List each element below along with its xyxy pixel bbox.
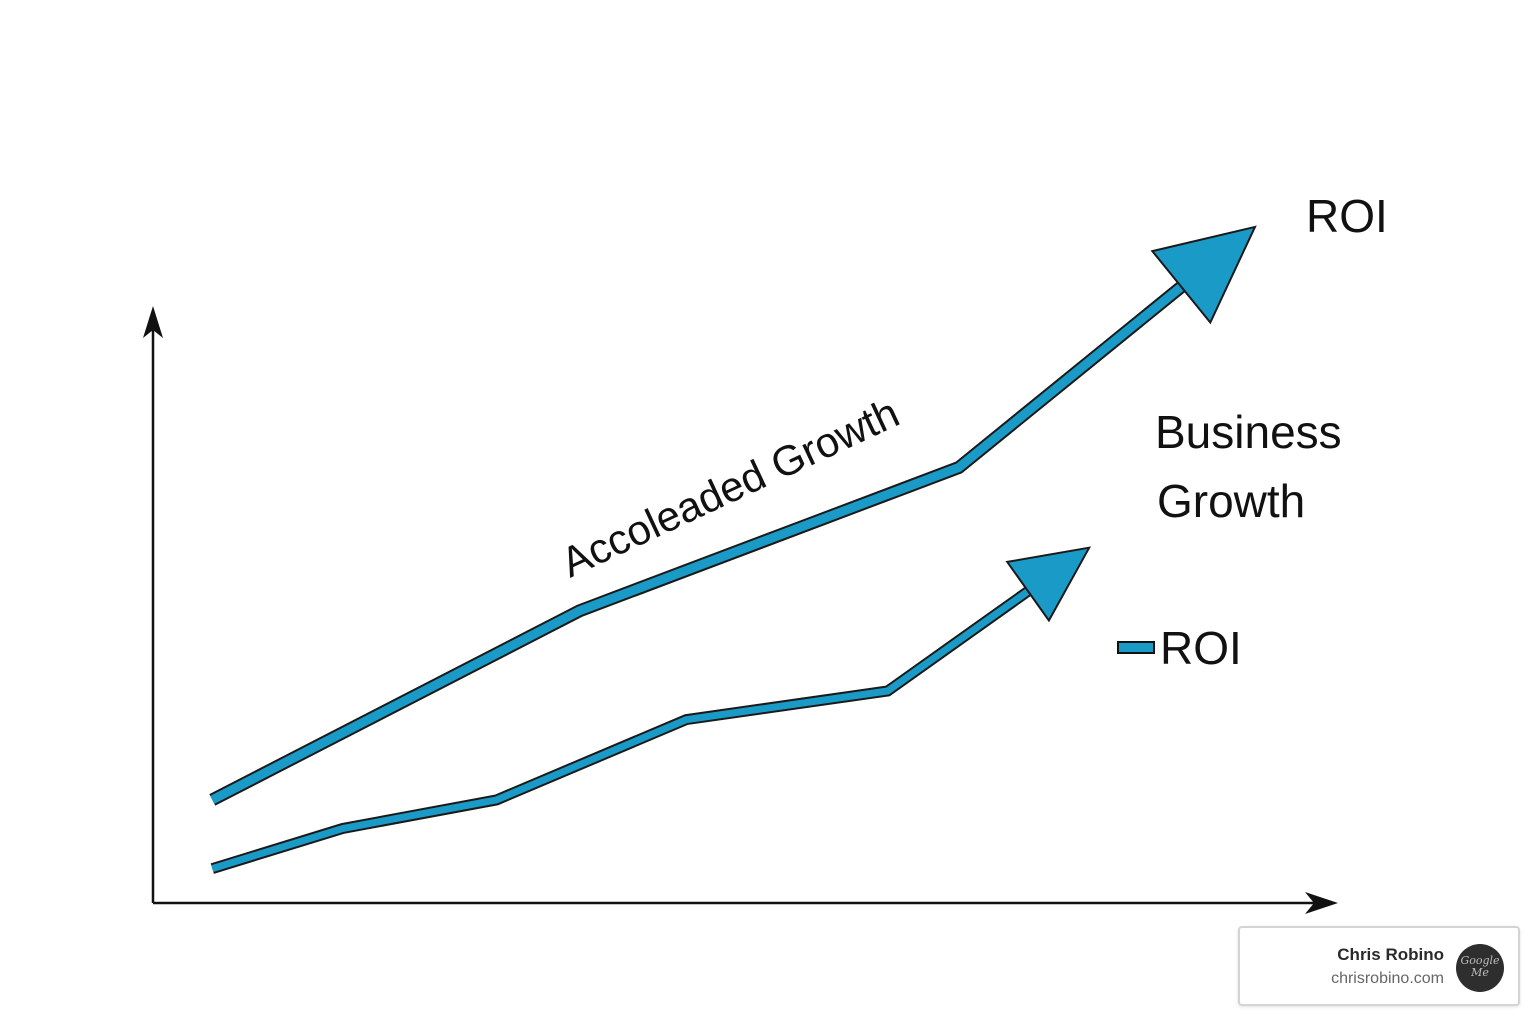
google-me-badge-icon: Google Me bbox=[1456, 944, 1504, 992]
badge-text: Google Me bbox=[1460, 954, 1500, 979]
upper-arrow-label: ROI bbox=[1306, 190, 1388, 242]
author-name: Chris Robino bbox=[1337, 945, 1444, 964]
business-growth-label-line1: Business bbox=[1155, 406, 1342, 458]
x-axis-arrowhead bbox=[1305, 892, 1338, 914]
series-0-line bbox=[210, 271, 1199, 804]
series-0-arrowhead bbox=[1150, 225, 1257, 325]
series-1-outline bbox=[210, 578, 1044, 874]
legend-label: ROI bbox=[1160, 622, 1242, 674]
author-website[interactable]: chrisrobino.com bbox=[1331, 970, 1444, 987]
business-growth-label-line2: Growth bbox=[1157, 475, 1305, 527]
series-1-arrowhead bbox=[1005, 546, 1092, 623]
author-credit-card[interactable]: Chris Robino chrisrobino.com Google Me bbox=[1238, 926, 1520, 1006]
legend-swatch bbox=[1117, 641, 1155, 654]
y-axis-arrowhead bbox=[143, 306, 163, 338]
series-layer bbox=[209, 225, 1257, 874]
series-1-line bbox=[211, 579, 1043, 872]
